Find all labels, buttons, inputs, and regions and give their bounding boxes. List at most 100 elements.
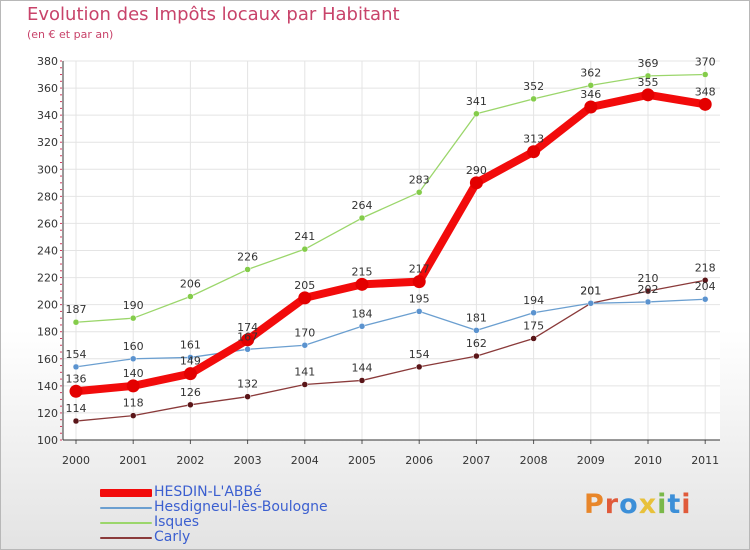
legend-item-hesdin: HESDIN-L'ABBé	[100, 484, 400, 501]
data-point	[358, 214, 366, 222]
data-label: 190	[123, 299, 144, 312]
data-point	[355, 277, 369, 291]
legend-swatch	[100, 507, 152, 509]
data-label: 346	[580, 88, 601, 101]
data-point	[187, 293, 194, 300]
data-point	[301, 342, 309, 349]
legend-item-hesdigneul: Hesdigneul-lès-Boulogne	[100, 499, 400, 516]
data-point	[469, 176, 483, 190]
data-label: 215	[352, 265, 373, 278]
y-tick-label: 260	[37, 217, 58, 230]
data-point	[187, 354, 194, 361]
legend-swatch	[100, 522, 152, 524]
data-point	[72, 417, 80, 425]
data-label: 144	[352, 361, 373, 374]
data-point	[415, 189, 423, 196]
x-tick-label: 2006	[405, 454, 433, 467]
data-label: 160	[123, 340, 144, 353]
logo-letter: P	[584, 489, 605, 520]
x-tick-label: 2002	[176, 454, 204, 467]
data-label: 118	[123, 397, 144, 410]
data-label: 136	[66, 372, 87, 385]
logo-letter: r	[604, 489, 620, 520]
data-point	[126, 379, 140, 393]
y-tick-label: 200	[37, 299, 58, 312]
data-label: 132	[237, 378, 258, 391]
data-point	[244, 266, 251, 273]
data-point	[473, 352, 480, 360]
data-point	[358, 377, 366, 384]
data-point	[644, 72, 652, 80]
data-label: 210	[638, 272, 659, 285]
data-point	[244, 393, 251, 400]
logo-letter: i	[681, 489, 692, 520]
data-label: 170	[294, 326, 315, 339]
y-tick-label: 320	[37, 136, 58, 149]
y-tick-label: 300	[37, 163, 58, 176]
series-line	[72, 90, 710, 396]
data-label: 217	[409, 263, 430, 276]
data-label: 162	[466, 337, 487, 350]
data-label: 355	[638, 76, 659, 89]
x-tick-label: 2011	[691, 454, 719, 467]
data-label: 201	[580, 284, 601, 297]
data-point	[241, 333, 255, 347]
data-point	[412, 275, 426, 289]
data-label: 154	[409, 348, 430, 361]
x-tick-label: 2000	[62, 454, 90, 467]
data-point	[298, 291, 312, 305]
logo-letter: x	[638, 489, 658, 520]
data-label: 313	[523, 133, 544, 146]
proxiti-logo: Proxiti	[584, 489, 692, 520]
data-label: 161	[180, 338, 201, 351]
data-point	[187, 401, 194, 409]
x-tick-label: 2008	[520, 454, 548, 467]
x-tick-label: 2004	[291, 454, 319, 467]
data-label: 206	[180, 278, 201, 291]
data-label: 241	[294, 230, 315, 243]
data-label: 187	[66, 303, 87, 316]
data-label: 201	[580, 284, 601, 297]
y-tick-label: 100	[37, 434, 58, 447]
data-label: 194	[523, 294, 544, 307]
legend-item-carly: Carly	[100, 529, 400, 546]
data-label: 218	[695, 261, 716, 274]
data-label: 154	[66, 348, 87, 361]
data-point	[701, 277, 709, 284]
chart-title: Evolution des Impôts locaux par Habitant	[27, 4, 400, 25]
data-label: 141	[294, 366, 315, 379]
data-point	[584, 100, 598, 114]
data-point	[473, 110, 480, 118]
x-tick-label: 2001	[119, 454, 147, 467]
x-tick-label: 2003	[234, 454, 262, 467]
y-tick-label: 280	[37, 190, 58, 203]
data-point	[129, 412, 137, 419]
data-point	[183, 367, 197, 381]
y-tick-label: 340	[37, 109, 58, 122]
data-label: 226	[237, 250, 258, 263]
data-label: 283	[409, 173, 430, 186]
legend-label: Isques	[154, 514, 200, 530]
data-label: 174	[237, 321, 258, 334]
data-point	[129, 355, 137, 363]
legend-swatch	[100, 489, 152, 497]
data-label: 126	[180, 386, 201, 399]
data-label: 348	[695, 85, 716, 98]
data-point	[244, 346, 251, 353]
y-tick-label: 360	[37, 82, 58, 95]
data-label: 369	[638, 57, 659, 70]
data-label: 205	[294, 279, 315, 292]
data-label: 195	[409, 292, 430, 305]
data-label: 202	[638, 283, 659, 296]
y-tick-label: 140	[37, 380, 58, 393]
data-point	[358, 323, 366, 330]
logo-letter: o	[619, 489, 639, 520]
y-tick-label: 120	[37, 407, 58, 420]
data-point	[301, 381, 309, 388]
data-point	[587, 300, 595, 307]
series-line	[75, 279, 706, 422]
data-point	[301, 245, 309, 253]
y-tick-label: 220	[37, 272, 58, 285]
data-point	[415, 308, 423, 315]
data-label: 175	[523, 319, 544, 332]
